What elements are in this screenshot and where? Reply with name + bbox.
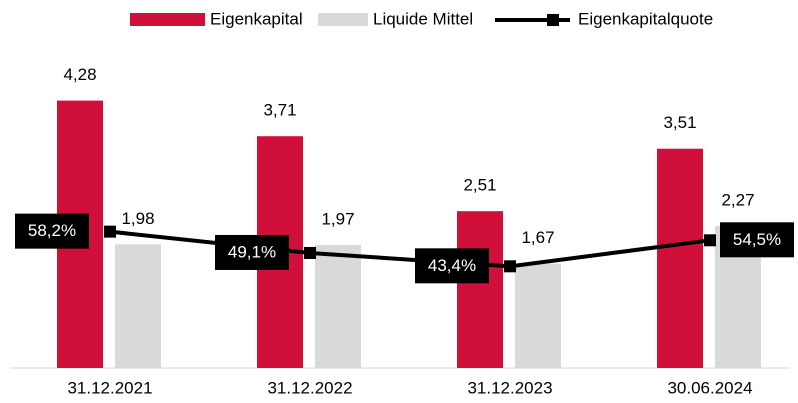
bar-value-label: 1,98: [121, 209, 154, 228]
x-tick-label: 31.12.2023: [467, 378, 552, 397]
legend-swatch: [130, 13, 205, 26]
bar-value-label: 1,97: [321, 209, 354, 228]
value-label-box: [15, 213, 89, 249]
bar: [515, 263, 561, 368]
line-marker: [704, 234, 716, 247]
x-tick-label: 31.12.2021: [67, 378, 152, 397]
legend-label: Liquide Mittel: [373, 9, 473, 28]
bar-value-label: 3,51: [663, 113, 696, 132]
bar: [115, 244, 161, 368]
line-marker: [304, 246, 316, 259]
line-value-label: 58,2%: [28, 221, 76, 240]
line-marker: [104, 225, 116, 238]
value-label-box: [215, 234, 289, 270]
bar-value-label: 4,28: [63, 65, 96, 84]
line-value-label: 54,5%: [733, 230, 781, 249]
bar-value-label: 3,71: [263, 101, 296, 120]
bar-value-label: 2,27: [721, 191, 754, 210]
x-tick-label: 31.12.2022: [267, 378, 352, 397]
line-marker: [504, 260, 516, 273]
bar: [657, 148, 703, 368]
line: [109, 229, 711, 269]
bar: [457, 211, 503, 368]
legend-label: Eigenkapital: [210, 9, 303, 28]
x-tick-label: 30.06.2024: [667, 378, 752, 397]
legend-marker: [547, 14, 559, 26]
line-value-label: 43,4%: [428, 256, 476, 275]
bar: [315, 244, 361, 368]
bar-value-label: 2,51: [463, 176, 496, 195]
line-value-label: 49,1%: [228, 242, 276, 261]
bar-value-label: 1,67: [521, 228, 554, 247]
value-label-box: [720, 222, 794, 258]
legend-swatch: [318, 13, 368, 26]
value-label-box: [415, 248, 489, 284]
legend-label: Eigenkapitalquote: [578, 9, 713, 28]
